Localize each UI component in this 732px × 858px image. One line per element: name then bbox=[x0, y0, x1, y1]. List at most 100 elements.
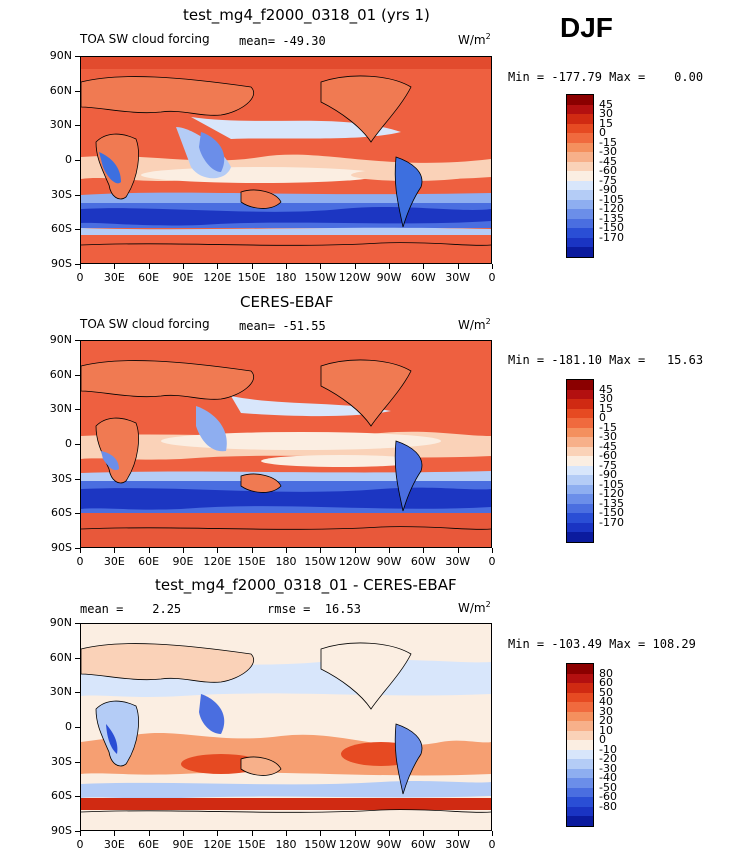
colorbar-label: -60 bbox=[599, 164, 617, 178]
x-tick-label: 150E bbox=[237, 271, 266, 284]
colorbar-swatch bbox=[567, 389, 593, 400]
x-tick-mark bbox=[492, 264, 493, 269]
colorbar-label: -75 bbox=[599, 458, 617, 472]
x-tick-mark bbox=[354, 264, 356, 269]
x-tick-label: 150E bbox=[237, 838, 266, 851]
y-tick-mark bbox=[75, 56, 80, 57]
y-tick-mark bbox=[75, 264, 80, 265]
x-tick-mark bbox=[217, 548, 219, 553]
y-tick-mark bbox=[75, 623, 80, 624]
x-tick-label: 150W bbox=[304, 555, 337, 568]
x-tick-mark bbox=[320, 264, 322, 269]
colorbar-swatch bbox=[567, 816, 593, 826]
min-max-label: Min = -181.10 Max = 15.63 bbox=[508, 353, 704, 367]
x-tick-label: 0 bbox=[76, 838, 84, 851]
x-tick-mark bbox=[148, 548, 150, 553]
x-tick-mark bbox=[286, 548, 287, 553]
colorbar-swatch bbox=[567, 721, 593, 731]
units-label: W/m2 bbox=[458, 600, 491, 615]
colorbar-swatch bbox=[567, 532, 593, 542]
colorbar-label: -10 bbox=[599, 742, 617, 756]
x-tick-label: 180 bbox=[275, 838, 297, 851]
colorbar-swatch bbox=[567, 702, 593, 712]
colorbar-swatch bbox=[567, 768, 593, 779]
y-tick-mark bbox=[75, 513, 80, 515]
x-tick-label: 120W bbox=[338, 555, 371, 568]
x-tick-label: 30W bbox=[445, 271, 471, 284]
colorbar-swatch bbox=[567, 711, 593, 722]
x-tick-label: 120W bbox=[338, 271, 371, 284]
variable-label: TOA SW cloud forcing bbox=[80, 317, 210, 331]
x-tick-label: 60W bbox=[410, 838, 436, 851]
y-tick-label: 90S bbox=[51, 824, 72, 837]
colorbar-swatch bbox=[567, 673, 593, 684]
y-tick-mark bbox=[75, 340, 80, 341]
x-tick-label: 90E bbox=[172, 555, 194, 568]
colorbar-label: -75 bbox=[599, 173, 617, 187]
colorbar-label: -120 bbox=[599, 487, 624, 501]
colorbar-swatch bbox=[567, 664, 593, 674]
colorbar-label: -20 bbox=[599, 752, 617, 766]
colorbar-swatch bbox=[567, 380, 593, 390]
x-tick-label: 150W bbox=[304, 271, 337, 284]
colorbar-swatch bbox=[567, 408, 593, 419]
y-tick-label: 60N bbox=[49, 367, 72, 381]
y-tick-mark bbox=[75, 478, 80, 480]
x-tick-label: 90W bbox=[376, 555, 402, 568]
colorbar-label: -50 bbox=[599, 780, 617, 794]
colorbar-swatch bbox=[567, 787, 593, 798]
colorbar-label: 10 bbox=[599, 723, 613, 737]
colorbar-swatch bbox=[567, 237, 593, 248]
x-tick-mark bbox=[423, 264, 425, 269]
colorbar-swatch bbox=[567, 683, 593, 693]
colorbar-swatch bbox=[567, 418, 593, 428]
colorbar-swatch bbox=[567, 484, 593, 495]
x-tick-label: 60W bbox=[410, 555, 436, 568]
x-tick-mark bbox=[354, 548, 356, 553]
y-tick-mark bbox=[75, 444, 80, 445]
y-tick-mark bbox=[75, 761, 80, 763]
colorbar-swatch bbox=[567, 152, 593, 162]
panel-title: test_mg4_f2000_0318_01 - CERES-EBAF bbox=[155, 576, 457, 594]
colorbar-swatch bbox=[567, 190, 593, 200]
x-tick-mark bbox=[286, 831, 287, 836]
x-tick-mark bbox=[251, 831, 253, 836]
y-tick-mark bbox=[75, 374, 80, 376]
colorbar-swatch bbox=[567, 95, 593, 105]
map-model bbox=[80, 56, 492, 264]
colorbar-swatch bbox=[567, 692, 593, 703]
x-tick-mark bbox=[251, 264, 253, 269]
min-max-label: Min = -103.49 Max = 108.29 bbox=[508, 637, 696, 651]
x-tick-mark bbox=[114, 548, 116, 553]
x-tick-label: 120E bbox=[203, 838, 232, 851]
colorbar-label: 30 bbox=[599, 704, 613, 718]
x-tick-label: 150W bbox=[304, 838, 337, 851]
colorbar-swatch bbox=[567, 513, 593, 523]
x-tick-label: 30E bbox=[103, 838, 125, 851]
mean-label: mean = 2.25 bbox=[80, 602, 182, 616]
x-tick-mark bbox=[320, 831, 322, 836]
x-tick-mark bbox=[80, 831, 81, 836]
colorbar-label: 15 bbox=[599, 401, 613, 415]
x-tick-mark bbox=[389, 831, 390, 836]
colorbar-swatch bbox=[567, 456, 593, 466]
colorbar-label: -45 bbox=[599, 439, 617, 453]
colorbar-swatch bbox=[567, 730, 593, 741]
x-tick-mark bbox=[423, 548, 425, 553]
x-tick-label: 180 bbox=[275, 555, 297, 568]
colorbar-label: -60 bbox=[599, 449, 617, 463]
x-tick-label: 60E bbox=[138, 555, 160, 568]
y-tick-label: 60S bbox=[51, 506, 72, 520]
x-tick-label: 0 bbox=[488, 555, 496, 568]
colorbar-label: 40 bbox=[599, 695, 613, 709]
colorbar-label: -135 bbox=[599, 496, 624, 510]
colorbar-swatch bbox=[567, 494, 593, 504]
colorbar-label: -90 bbox=[599, 468, 617, 482]
colorbar-label: -90 bbox=[599, 183, 617, 197]
x-tick-label: 0 bbox=[488, 838, 496, 851]
x-tick-label: 150E bbox=[237, 555, 266, 568]
x-tick-mark bbox=[183, 548, 184, 553]
x-tick-label: 90E bbox=[172, 838, 194, 851]
x-tick-label: 30E bbox=[103, 555, 125, 568]
colorbar-swatch bbox=[567, 209, 593, 219]
